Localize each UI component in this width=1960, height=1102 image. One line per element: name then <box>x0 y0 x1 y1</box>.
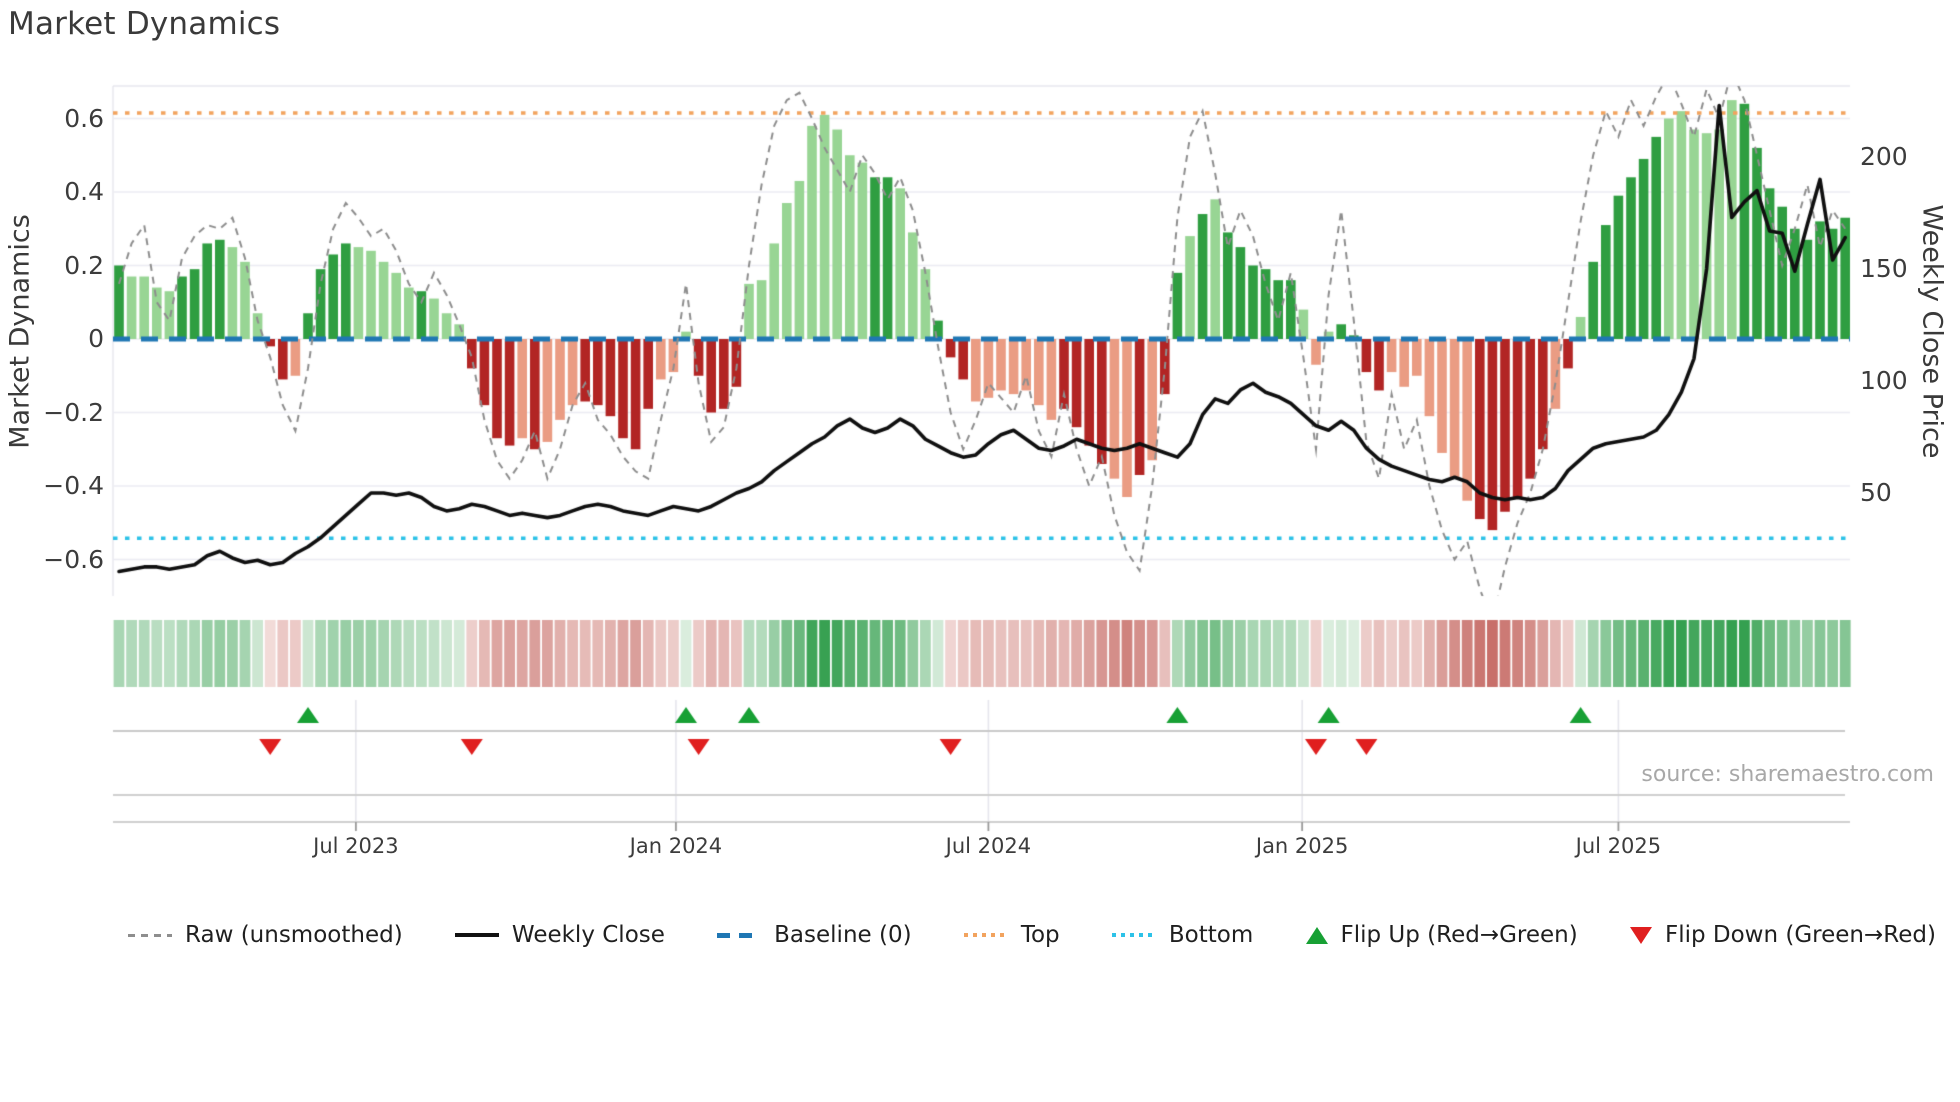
left-axis-tick: 0.6 <box>64 103 104 133</box>
x-axis-tick: Jul 2024 <box>945 834 1032 858</box>
right-axis-title: Weekly Close Price <box>1916 204 1948 459</box>
left-axis-tick: 0.4 <box>64 177 104 206</box>
legend-label-flip-down: Flip Down (Green→Red) <box>1664 922 1936 948</box>
legend-item-flip-down: Flip Down (Green→Red) <box>1629 922 1936 948</box>
right-axis-tick: 100 <box>1860 366 1908 395</box>
legend-label-raw: Raw (unsmoothed) <box>185 922 403 948</box>
x-axis-tick: Jul 2023 <box>313 834 399 858</box>
legend-item-raw: Raw (unsmoothed) <box>128 922 403 948</box>
legend-label-flip-up: Flip Up (Red→Green) <box>1340 922 1578 948</box>
legend-swatch-weekly-close-icon <box>454 933 499 937</box>
legend-swatch-raw-icon <box>128 933 172 937</box>
legend-label-top: Top <box>1020 922 1060 948</box>
left-axis-tick: 0.2 <box>64 250 104 280</box>
legend-item-bottom: Bottom <box>1111 922 1254 948</box>
legend-item-weekly-close: Weekly Close <box>454 922 665 948</box>
x-axis-tick: Jan 2025 <box>1255 834 1349 858</box>
right-axis-tick: 150 <box>1860 254 1908 283</box>
left-axis-tick: −0.6 <box>43 544 104 574</box>
legend: Raw (unsmoothed) Weekly Close Baseline (0)… <box>128 922 1936 948</box>
legend-label-weekly-close: Weekly Close <box>511 922 665 948</box>
legend-swatch-flip-up-icon <box>1305 926 1328 944</box>
legend-item-baseline: Baseline (0) <box>717 922 912 948</box>
legend-item-flip-up: Flip Up (Red→Green) <box>1305 922 1578 948</box>
source-credit: source: sharemaestro.com <box>1641 762 1934 787</box>
left-axis-tick: 0 <box>88 324 104 353</box>
x-axis-tick: Jul 2025 <box>1575 834 1662 858</box>
x-axis-tick: Jan 2024 <box>629 834 723 858</box>
legend-swatch-baseline-icon <box>717 932 762 938</box>
legend-item-top: Top <box>963 922 1060 948</box>
legend-label-baseline: Baseline (0) <box>774 922 912 948</box>
legend-swatch-bottom-icon <box>1111 933 1156 937</box>
left-axis-tick: −0.2 <box>43 397 104 427</box>
legend-swatch-flip-down-icon <box>1629 926 1652 944</box>
right-axis-tick: 200 <box>1860 142 1908 171</box>
right-axis-tick: 50 <box>1860 478 1892 507</box>
legend-label-bottom: Bottom <box>1168 922 1254 948</box>
left-axis-tick: −0.4 <box>43 471 104 500</box>
page-title: Market Dynamics <box>8 6 281 42</box>
legend-swatch-top-icon <box>963 933 1008 937</box>
